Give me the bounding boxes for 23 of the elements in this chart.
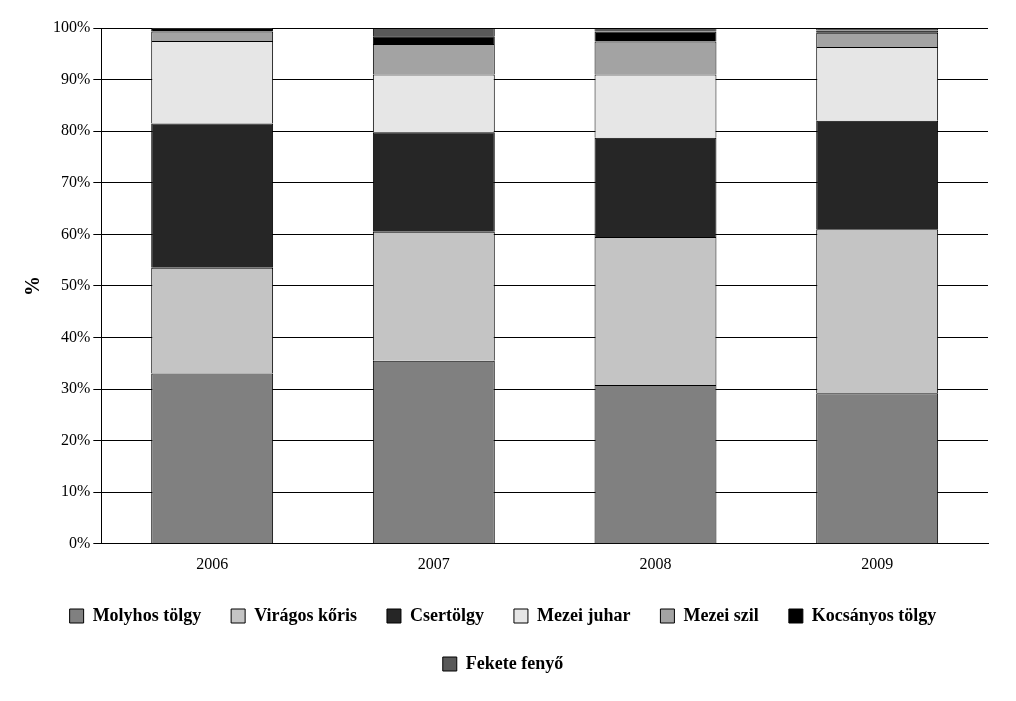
x-tick-label: 2006 [196,554,229,572]
y-tick-label: 30% [61,379,91,397]
legend-label: Molyhos tölgy [92,604,202,625]
legend-label: Virágos kőris [254,604,357,625]
x-tick-label: 2009 [861,554,894,572]
y-tick-label: 60% [61,224,91,242]
legend-label: Fekete fenyő [465,652,564,673]
legend-label: Kocsányos tölgy [811,604,937,625]
y-tick-label: 50% [61,276,91,294]
y-tick-label: 70% [61,172,91,190]
y-tick-label: 40% [61,327,91,345]
y-tick-label: 100% [53,18,91,36]
x-tick-label: 2008 [639,554,672,572]
legend-label: Mezei juhar [536,604,631,625]
y-tick-label: 90% [61,69,91,87]
y-tick-label: 80% [61,121,91,139]
x-tick-label: 2007 [417,554,450,572]
y-axis-title: % [21,275,44,296]
legend-label: Csertölgy [409,604,484,625]
y-tick-label: 10% [61,482,91,500]
y-tick-label: 0% [69,534,91,551]
y-tick-label: 20% [61,430,91,448]
legend-label: Mezei szil [683,604,759,625]
